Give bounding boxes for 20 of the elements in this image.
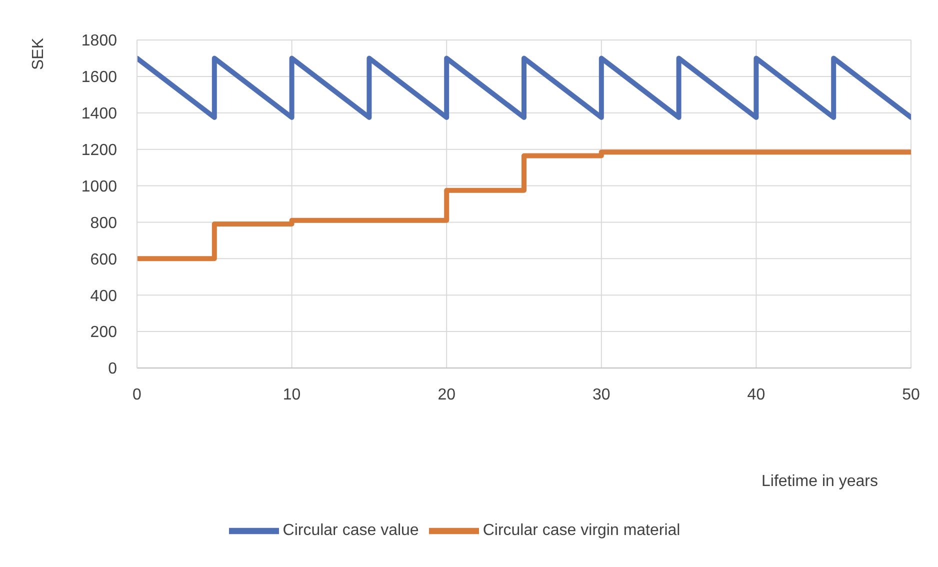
y-tick-label: 1800	[81, 32, 118, 50]
x-axis-title: Lifetime in years	[762, 473, 878, 491]
y-tick-label: 200	[90, 324, 118, 342]
y-tick-label: 0	[108, 360, 118, 378]
y-tick-label: 800	[90, 214, 118, 232]
x-tick-label: 30	[592, 386, 610, 404]
y-axis-title: SEK	[30, 38, 48, 70]
y-tick-label: 1000	[81, 178, 118, 196]
x-tick-label: 10	[282, 386, 301, 404]
y-tick-label: 600	[90, 251, 118, 268]
legend-label: Circular case virgin material	[482, 522, 680, 540]
y-tick-label: 1200	[81, 142, 118, 160]
x-tick-label: 0	[132, 386, 142, 404]
y-tick-label: 400	[90, 288, 118, 305]
y-tick-label: 1400	[81, 106, 118, 123]
y-tick-label: 1600	[81, 69, 118, 86]
x-tick-label: 20	[438, 386, 456, 404]
legend-label: Circular case value	[282, 522, 419, 540]
x-tick-label: 40	[747, 386, 766, 404]
x-tick-label: 50	[902, 386, 920, 404]
